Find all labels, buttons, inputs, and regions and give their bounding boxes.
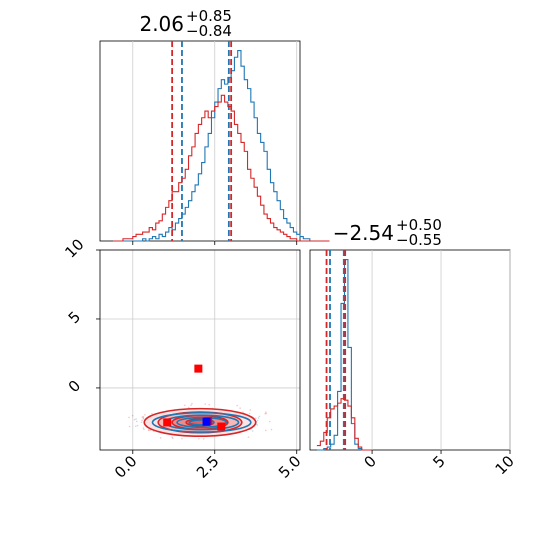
red-sample-point xyxy=(141,419,143,422)
param1-title-value: 2.06 xyxy=(139,12,184,36)
red-square-marker xyxy=(217,422,226,431)
blue-sample-point xyxy=(256,419,259,422)
red-sample-point xyxy=(135,420,138,423)
red-sample-point xyxy=(265,412,268,415)
param1-title-upper: +0.85 xyxy=(186,7,232,25)
red-sample-point xyxy=(242,411,244,414)
x-tick-label: 0 xyxy=(360,452,379,471)
red-sample-point xyxy=(264,412,266,415)
blue-histogram-line xyxy=(316,258,373,451)
param1-title-lower: −0.84 xyxy=(186,22,232,40)
red-sample-point xyxy=(190,404,192,406)
red-sample-point xyxy=(254,417,257,419)
y-tick-label: 5 xyxy=(65,308,84,327)
red-sample-point xyxy=(171,436,173,439)
red-sample-point xyxy=(148,429,150,431)
red-sample-point xyxy=(204,403,207,405)
blue-sample-point xyxy=(248,412,251,415)
param2-title: −2.54 +0.50−0.55 xyxy=(333,216,442,249)
x-tick-label: 5.0 xyxy=(275,452,305,482)
blue-contour-level xyxy=(151,411,252,433)
y-tick-label: 10 xyxy=(61,235,87,261)
x-tick-label: 0.0 xyxy=(111,452,141,482)
red-sample-point xyxy=(128,416,130,419)
histogram-frame xyxy=(309,249,511,451)
red-sample-point xyxy=(142,415,145,418)
x-tick-label: 10 xyxy=(492,452,518,478)
red-histogram-line xyxy=(113,94,330,242)
histogram-frame xyxy=(99,40,301,242)
blue-sample-point xyxy=(135,418,137,420)
red-sample-point xyxy=(142,427,145,429)
red-sample-point xyxy=(191,402,193,405)
red-sample-point xyxy=(270,428,273,431)
red-sample-point xyxy=(264,411,267,413)
blue-square-marker xyxy=(202,417,211,426)
blue-sample-point xyxy=(142,418,145,420)
red-sample-point xyxy=(184,404,186,407)
x-tick-label: 2.5 xyxy=(193,452,223,482)
red-sample-point xyxy=(172,437,174,439)
param2-title-value: −2.54 xyxy=(333,221,394,245)
blue-histogram-line xyxy=(113,49,330,242)
red-sample-point xyxy=(128,425,131,428)
red-sample-point xyxy=(131,414,134,417)
red-sample-point xyxy=(264,429,267,432)
red-sample-point xyxy=(202,438,205,440)
blue-sample-point xyxy=(135,425,137,427)
red-sample-point xyxy=(198,437,200,440)
red-sample-point xyxy=(187,406,190,409)
blue-sample-point xyxy=(140,421,143,424)
red-sample-point xyxy=(142,417,145,419)
red-sample-point xyxy=(144,414,146,416)
red-square-marker xyxy=(163,418,172,427)
red-sample-point xyxy=(249,409,252,411)
red-sample-point xyxy=(247,436,250,439)
blue-sample-point xyxy=(151,412,153,415)
red-sample-point xyxy=(159,437,162,439)
red-sample-point xyxy=(236,404,238,407)
blue-sample-point xyxy=(258,415,261,418)
red-sample-point xyxy=(141,416,144,418)
y-tick-label: 0 xyxy=(65,377,84,396)
param2-title-lower: −0.55 xyxy=(396,231,442,249)
blue-contour-level xyxy=(188,419,215,426)
red-sample-point xyxy=(181,437,183,440)
param2-title-upper: +0.50 xyxy=(396,216,442,234)
blue-sample-point xyxy=(143,428,145,431)
contour-frame xyxy=(99,249,301,451)
blue-sample-point xyxy=(251,430,254,432)
red-square-marker xyxy=(194,364,203,373)
red-sample-point xyxy=(208,403,210,406)
blue-sample-point xyxy=(256,424,259,426)
blue-sample-point xyxy=(133,418,136,421)
blue-sample-point xyxy=(136,424,139,427)
red-sample-point xyxy=(239,407,241,409)
red-sample-point xyxy=(268,420,271,423)
blue-sample-point xyxy=(257,417,260,419)
red-sample-point xyxy=(147,429,150,432)
param1-title: 2.06 +0.85−0.84 xyxy=(139,7,232,40)
x-tick-label: 5 xyxy=(429,452,448,471)
blue-contour-level xyxy=(176,416,228,429)
